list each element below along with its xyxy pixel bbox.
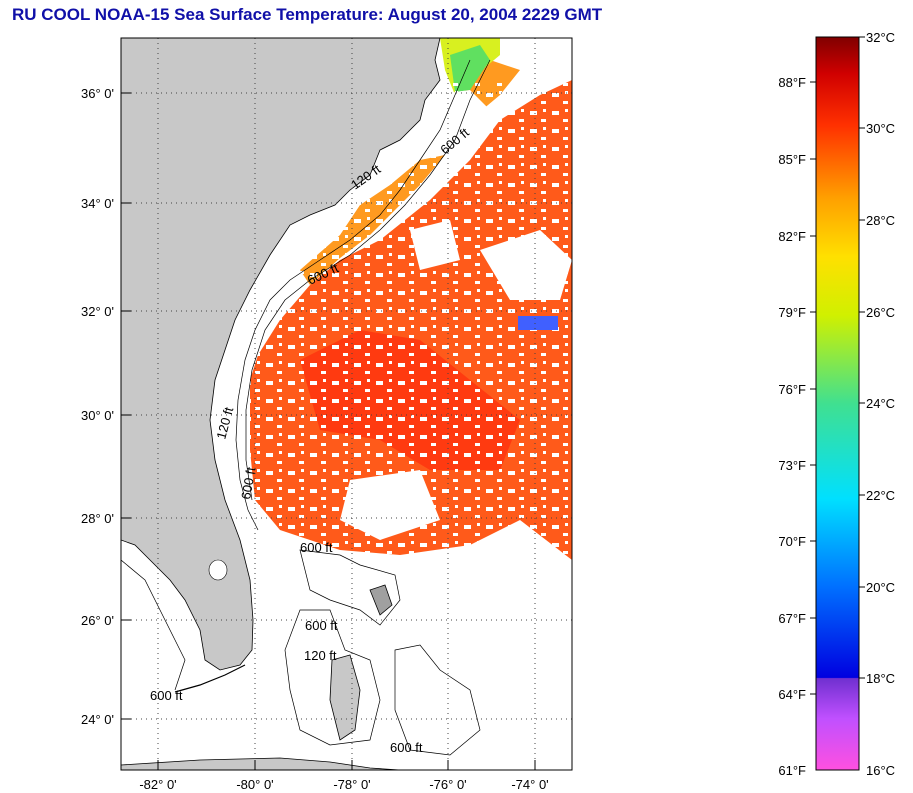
colorbar [815, 36, 860, 771]
contour-label: 600 ft [238, 466, 258, 501]
contour-label: 600 ft [300, 540, 333, 555]
colorbar-c-label: 24°C [866, 396, 895, 411]
graticule [121, 38, 572, 770]
colorbar-f-label: 67°F [778, 611, 806, 626]
cloud-mask-large [340, 90, 572, 540]
colorbar-f-label: 82°F [778, 229, 806, 244]
colorbar-c-label: 32°C [866, 30, 895, 45]
bathymetry-contours [121, 59, 491, 756]
lat-tick-label: 32° 0' [81, 304, 114, 319]
colorbar-f-label: 61°F [778, 763, 806, 778]
lat-tick-label: 36° 0' [81, 86, 114, 101]
map-frame [120, 37, 573, 771]
lat-tick-label: 26° 0' [81, 613, 114, 628]
sst-cool-patch [518, 316, 558, 330]
colorbar-c-label: 22°C [866, 488, 895, 503]
latitude-tickmarks [121, 92, 131, 720]
florida-keys [174, 664, 246, 693]
contour-label: 120 ft [304, 648, 337, 663]
map-title: RU COOL NOAA-15 Sea Surface Temperature:… [12, 5, 603, 24]
colorbar-f-label: 88°F [778, 75, 806, 90]
colorbar-f-label: 76°F [778, 382, 806, 397]
colorbar-fahrenheit-labels: 88°F 85°F 82°F 79°F 76°F 73°F 70°F 67°F … [778, 75, 806, 778]
colorbar-c-label: 18°C [866, 671, 895, 686]
colorbar-c-label: 20°C [866, 580, 895, 595]
lat-tick-label: 28° 0' [81, 511, 114, 526]
lake-okeechobee [208, 559, 228, 581]
contour-label: 600 ft [150, 688, 183, 703]
lon-tick-label: -74° 0' [511, 777, 548, 792]
longitude-tickmarks [157, 760, 536, 770]
colorbar-celsius-labels: 32°C 30°C 28°C 26°C 24°C 22°C 20°C 18°C … [866, 30, 895, 778]
longitude-axis: -82° 0' -80° 0' -78° 0' -76° 0' -74° 0' [139, 777, 548, 792]
colorbar-c-label: 16°C [866, 763, 895, 778]
contour-label: 600 ft [305, 618, 338, 633]
land-us-southeast [121, 38, 441, 671]
lon-tick-label: -78° 0' [333, 777, 370, 792]
colorbar-f-label: 70°F [778, 534, 806, 549]
lat-tick-label: 24° 0' [81, 712, 114, 727]
latitude-axis: 36° 0' 34° 0' 32° 0' 30° 0' 28° 0' 26° 0… [81, 86, 114, 727]
land-bahamas-abaco [369, 584, 393, 616]
colorbar-f-label: 73°F [778, 458, 806, 473]
colorbar-tickmarks [810, 36, 865, 695]
colorbar-f-label: 64°F [778, 687, 806, 702]
lon-tick-label: -80° 0' [236, 777, 273, 792]
lat-tick-label: 34° 0' [81, 196, 114, 211]
lat-tick-label: 30° 0' [81, 408, 114, 423]
colorbar-f-label: 79°F [778, 305, 806, 320]
lon-tick-label: -76° 0' [429, 777, 466, 792]
colorbar-f-label: 85°F [778, 152, 806, 167]
contour-label: 600 ft [390, 740, 423, 755]
colorbar-c-label: 28°C [866, 213, 895, 228]
land-cuba [121, 757, 401, 770]
lon-tick-label: -82° 0' [139, 777, 176, 792]
colorbar-c-label: 26°C [866, 305, 895, 320]
colorbar-c-label: 30°C [866, 121, 895, 136]
